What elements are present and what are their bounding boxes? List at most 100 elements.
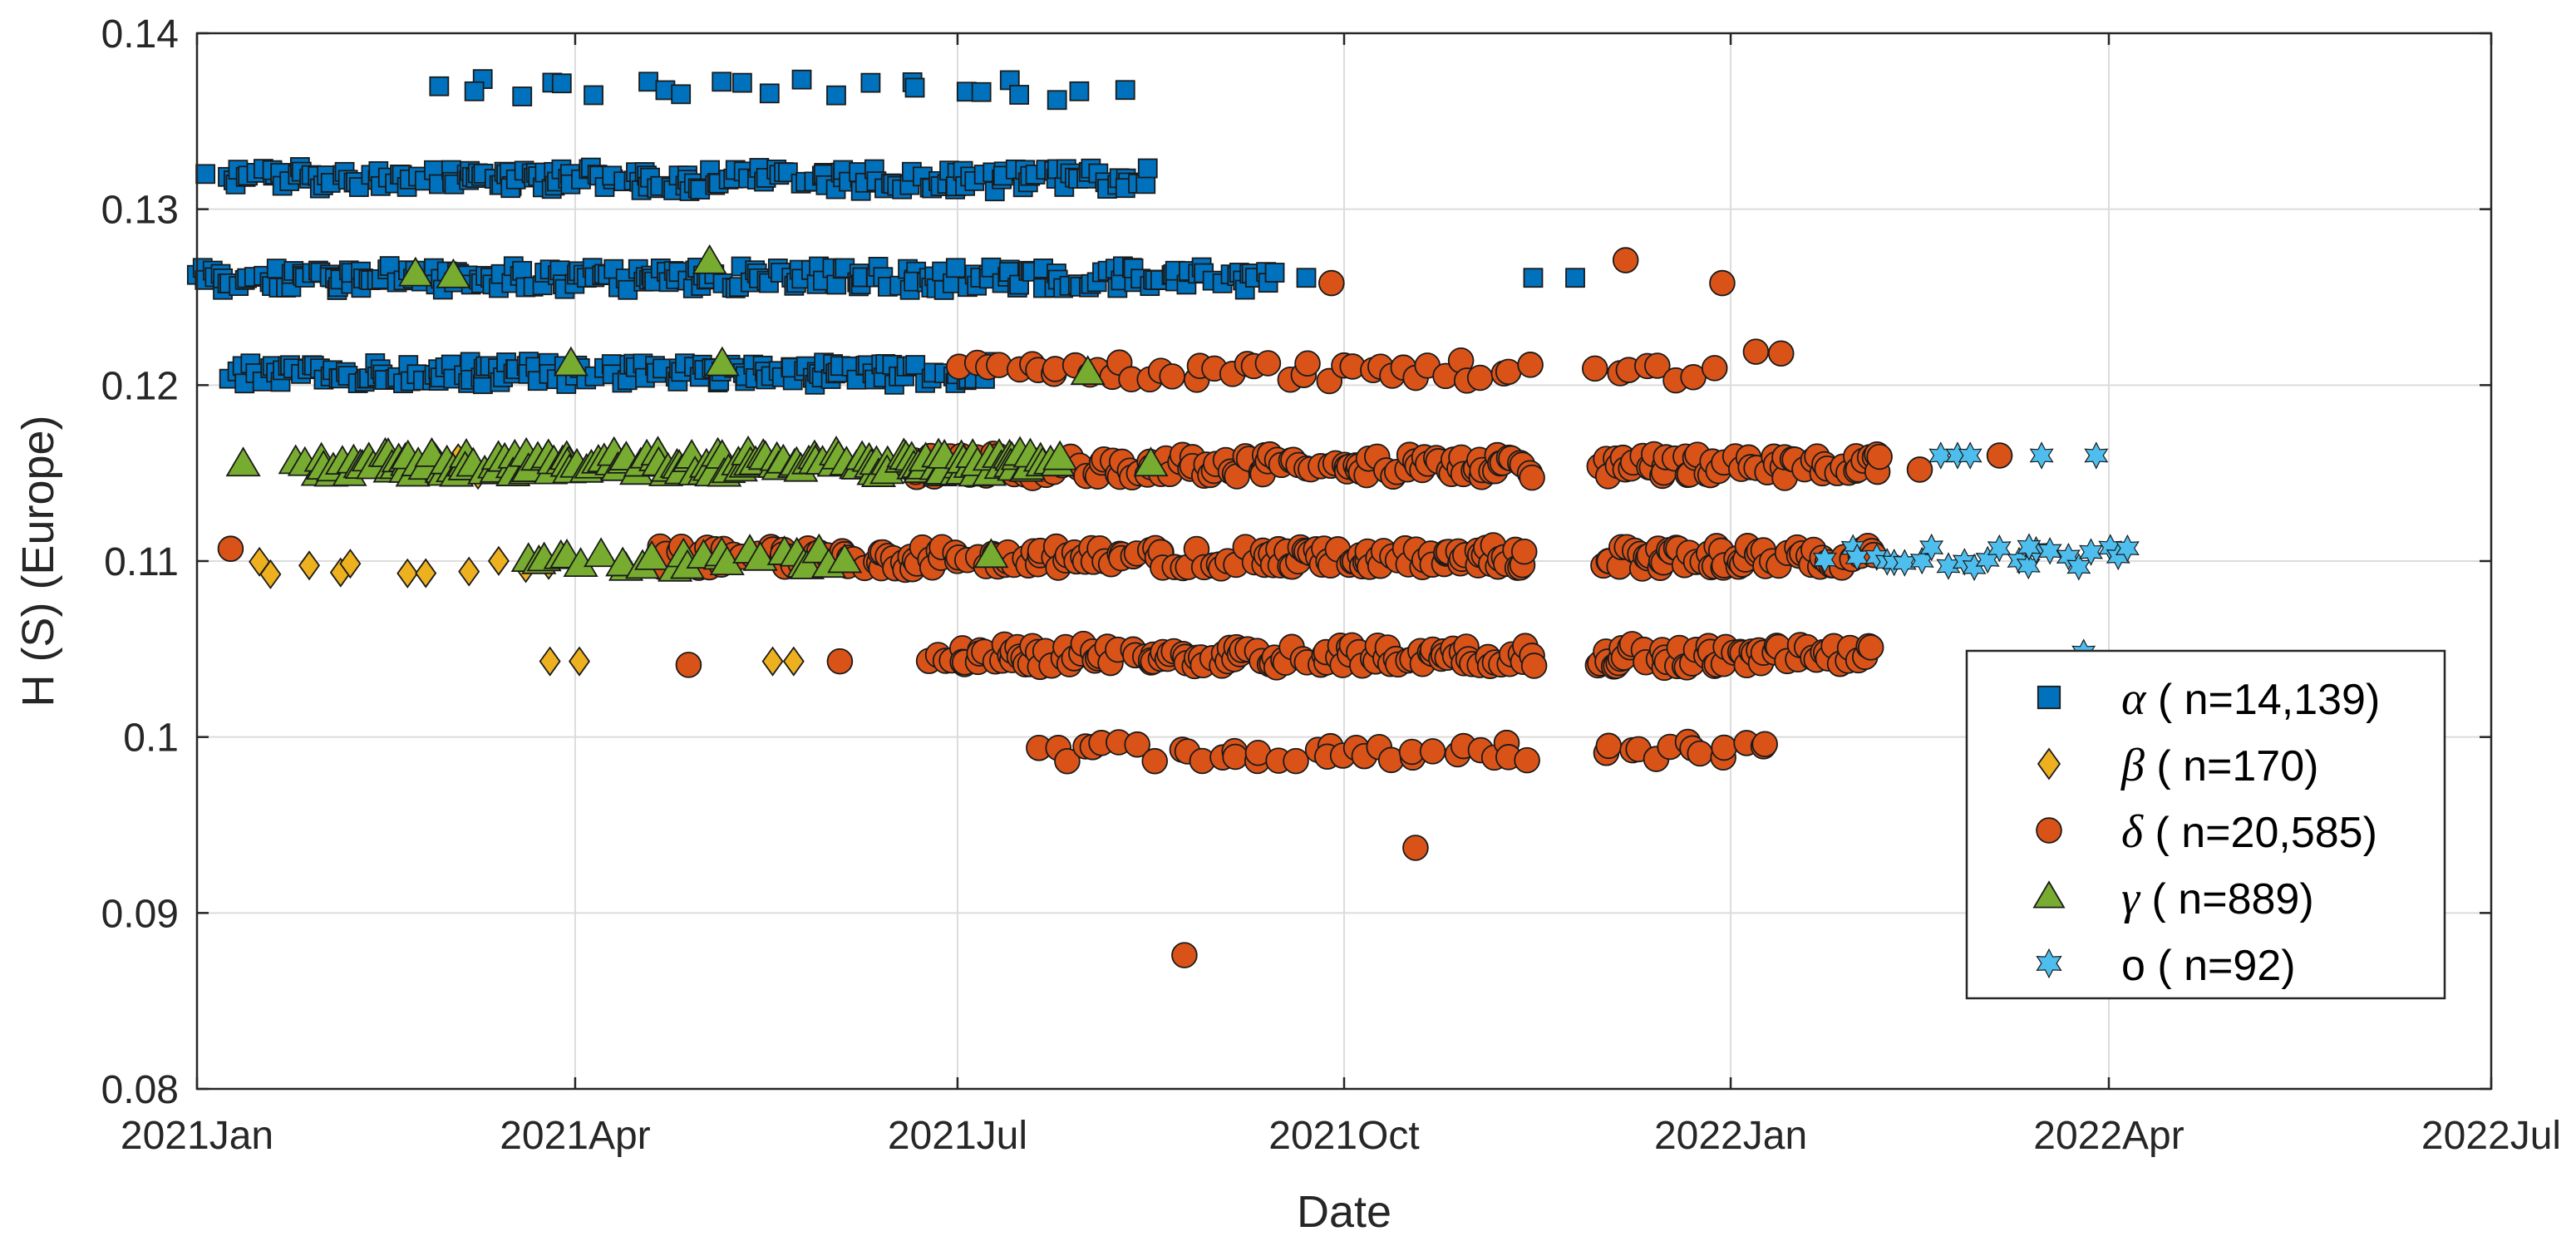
data-point	[1495, 358, 1522, 386]
legend-variant-count: ( n=20,585)	[2143, 809, 2377, 857]
data-point	[1517, 352, 1544, 378]
x-tick-label: 2021Apr	[500, 1114, 650, 1158]
data-point	[826, 85, 846, 106]
x-tick-label: 2022Apr	[2033, 1114, 2184, 1158]
x-tick-label: 2022Jul	[2421, 1114, 2561, 1158]
legend-entry-label: α ( n=14,139)	[2121, 673, 2380, 725]
data-point	[259, 559, 282, 589]
data-point	[1115, 80, 1135, 101]
data-point	[487, 545, 510, 576]
legend-variant-symbol: γ	[2121, 873, 2141, 924]
data-point	[1767, 340, 1795, 367]
legend-marker-square	[2037, 685, 2061, 710]
data-point	[1466, 364, 1494, 392]
data-point	[2084, 441, 2109, 470]
x-tick-label: 2021Jan	[121, 1114, 273, 1158]
data-point	[1687, 740, 1713, 767]
legend-variant-count: ( n=14,139)	[2145, 676, 2380, 724]
legend-marker-hexagram	[2036, 948, 2062, 979]
data-point	[1159, 363, 1185, 390]
legend-variant-symbol: α	[2121, 673, 2147, 725]
data-point	[1742, 338, 1770, 365]
data-point	[1986, 442, 2013, 469]
data-point	[1520, 653, 1548, 679]
data-point	[1866, 443, 1893, 470]
data-point	[692, 244, 727, 274]
data-point	[1857, 634, 1884, 661]
data-point	[1042, 440, 1078, 470]
data-point	[436, 258, 471, 288]
data-point	[584, 85, 603, 106]
data-point	[1124, 731, 1150, 758]
data-point	[1141, 747, 1168, 775]
y-tick-label: 0.12	[101, 364, 179, 408]
legend-entry-label: γ ( n=889)	[2121, 873, 2314, 924]
data-point	[1318, 269, 1345, 297]
data-point	[1514, 746, 1540, 774]
data-point	[1519, 464, 1545, 491]
x-tick-label: 2021Jul	[888, 1114, 1027, 1158]
legend-variant-count: ( n=889)	[2140, 875, 2314, 923]
data-point	[904, 77, 925, 98]
data-point	[712, 71, 732, 92]
data-point	[2115, 534, 2140, 563]
data-point	[1171, 942, 1198, 968]
data-point	[945, 258, 966, 278]
legend-marker-triangle	[2032, 880, 2066, 909]
data-point	[339, 549, 362, 579]
data-point	[1419, 738, 1446, 765]
data-point	[539, 646, 561, 677]
data-point	[1987, 534, 2012, 563]
data-point	[782, 646, 805, 677]
data-point	[638, 71, 658, 92]
data-point	[1595, 732, 1623, 760]
data-point	[1751, 731, 1778, 758]
data-point	[1054, 747, 1081, 775]
axis-ticks: 2021Jan 2021Apr 2021Jul 2021Oct 2022Jan 2022A…	[101, 12, 2561, 1158]
series-square	[186, 69, 1585, 395]
data-point	[1070, 355, 1106, 386]
data-point	[605, 546, 641, 577]
legend-variant-count: ( n=92)	[2145, 942, 2296, 990]
data-point	[512, 86, 533, 106]
data-point	[761, 646, 784, 677]
data-point	[1296, 268, 1317, 288]
y-tick-label: 0.08	[101, 1068, 179, 1112]
data-point	[1581, 355, 1608, 382]
data-point	[731, 72, 752, 93]
data-point	[1069, 81, 1090, 101]
data-point	[973, 538, 1009, 569]
data-points	[186, 69, 2140, 968]
data-point	[971, 81, 992, 102]
data-point	[1919, 533, 1944, 562]
data-point	[1523, 268, 1544, 288]
data-point	[827, 543, 863, 574]
legend-entry-label: o ( n=92)	[2121, 942, 2296, 990]
data-point	[2017, 533, 2042, 561]
data-point	[671, 84, 692, 105]
data-point	[1958, 441, 1982, 470]
data-point	[1137, 158, 1158, 179]
series-triangle	[225, 244, 1169, 582]
data-point	[195, 164, 216, 185]
data-point	[397, 256, 433, 287]
data-point	[1009, 85, 1030, 105]
x-tick-label: 2022Jan	[1654, 1114, 1807, 1158]
data-point	[1709, 269, 1736, 297]
legend-variant-count: ( n=170)	[2145, 742, 2319, 790]
data-point	[1812, 545, 1837, 574]
data-point	[2056, 542, 2081, 571]
data-point	[1565, 268, 1585, 288]
data-point	[1222, 743, 1249, 771]
y-tick-label: 0.11	[104, 540, 179, 584]
data-point	[1906, 456, 1933, 483]
x-tick-label: 2021Oct	[1268, 1114, 1419, 1158]
data-point	[704, 346, 740, 377]
y-axis-label: H (S) (Europe)	[13, 415, 63, 707]
data-point	[225, 446, 261, 477]
data-point	[583, 537, 619, 568]
data-point	[415, 558, 437, 589]
data-point	[1402, 835, 1429, 861]
legend-marker-diamond	[2037, 747, 2061, 781]
